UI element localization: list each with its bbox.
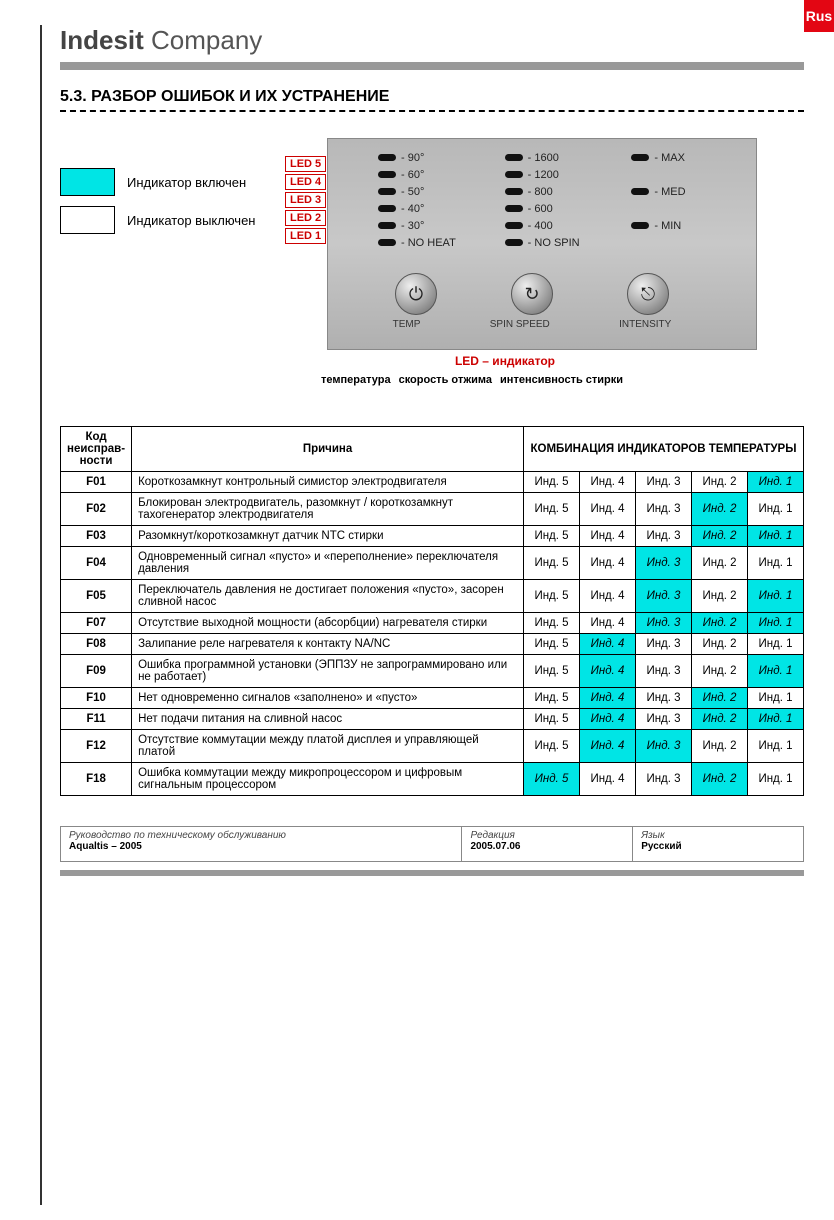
- footer-manual-label: Руководство по техническому обслуживанию: [69, 830, 453, 841]
- legend-off: Индикатор выключен: [60, 206, 265, 234]
- th-combo: КОМБИНАЦИЯ ИНДИКАТОРОВ ТЕМПЕРАТУРЫ: [524, 427, 804, 472]
- table-row: F10Нет одновременно сигналов «заполнено»…: [61, 688, 804, 709]
- table-row: F18Ошибка коммутации между микропроцессо…: [61, 763, 804, 796]
- brand-rule: [60, 62, 804, 70]
- footer-manual-value: Aqualtis – 2005: [69, 841, 453, 852]
- footer-rule: [60, 870, 804, 876]
- table-row: F08Залипание реле нагревателя к контакту…: [61, 634, 804, 655]
- spin-knob: ↻: [511, 273, 553, 315]
- table-row: F02Блокирован электродвигатель, разомкну…: [61, 493, 804, 526]
- spin-column: - 1600- 1200- 800- 600- 400- NO SPIN: [505, 149, 622, 269]
- language-tab: Rus: [804, 0, 834, 32]
- table-row: F03Разомкнут/короткозамкнут датчик NTC с…: [61, 526, 804, 547]
- control-panel-photo: - 90°- 60°- 50°- 40°- 30°- NO HEAT - 160…: [327, 138, 757, 350]
- brand-title: Indesit Company: [60, 25, 804, 56]
- footer-lang-label: Язык: [641, 830, 795, 841]
- th-code: Код неисправ-ности: [61, 427, 132, 472]
- table-row: F07Отсутствие выходной мощности (абсорбц…: [61, 613, 804, 634]
- top-block: Индикатор включен Индикатор выключен LED…: [60, 138, 804, 386]
- table-row: F12Отсутствие коммутации между платой ди…: [61, 730, 804, 763]
- error-table: Код неисправ-ности Причина КОМБИНАЦИЯ ИН…: [60, 426, 804, 796]
- footer-rev-label: Редакция: [470, 830, 624, 841]
- table-row: F09Ошибка программной установки (ЭППЗУ н…: [61, 655, 804, 688]
- table-row: F05Переключатель давления не достигает п…: [61, 580, 804, 613]
- temp-knob: ⏻: [395, 273, 437, 315]
- table-row: F04Одновременный сигнал «пусто» и «переп…: [61, 547, 804, 580]
- footer-rev-value: 2005.07.06: [470, 841, 624, 852]
- table-row: F11Нет подачи питания на сливной насосИн…: [61, 709, 804, 730]
- swatch-on: [60, 168, 115, 196]
- knob-labels: TEMP SPIN SPEED INTENSITY: [328, 315, 756, 330]
- left-margin-rule: [40, 25, 42, 1205]
- section-title: 5.3. РАЗБОР ОШИБОК И ИХ УСТРАНЕНИЕ: [60, 88, 804, 110]
- legend: Индикатор включен Индикатор выключен: [60, 138, 265, 386]
- temp-column: - 90°- 60°- 50°- 40°- 30°- NO HEAT: [378, 149, 495, 269]
- swatch-off: [60, 206, 115, 234]
- footer-box: Руководство по техническому обслуживанию…: [60, 826, 804, 862]
- table-row: F01Короткозамкнут контрольный симистор э…: [61, 472, 804, 493]
- legend-off-label: Индикатор выключен: [127, 213, 255, 228]
- led-caption: LED – индикатор: [285, 354, 555, 368]
- knob-row: ⏻ ↻ ⎋: [328, 273, 756, 315]
- legend-on: Индикатор включен: [60, 168, 265, 196]
- legend-on-label: Индикатор включен: [127, 175, 246, 190]
- intensity-knob: ⎋: [627, 273, 669, 315]
- panel-captions: температура скорость отжима интенсивност…: [285, 374, 804, 386]
- intensity-column: - MAX- MED- MIN: [631, 149, 748, 269]
- th-cause: Причина: [132, 427, 524, 472]
- led-callouts: LED 5 LED 4 LED 3 LED 2 LED 1: [285, 156, 326, 244]
- footer-lang-value: Русский: [641, 841, 795, 852]
- panel-wrap: LED 5 LED 4 LED 3 LED 2 LED 1 - 90°- 60°…: [285, 138, 804, 386]
